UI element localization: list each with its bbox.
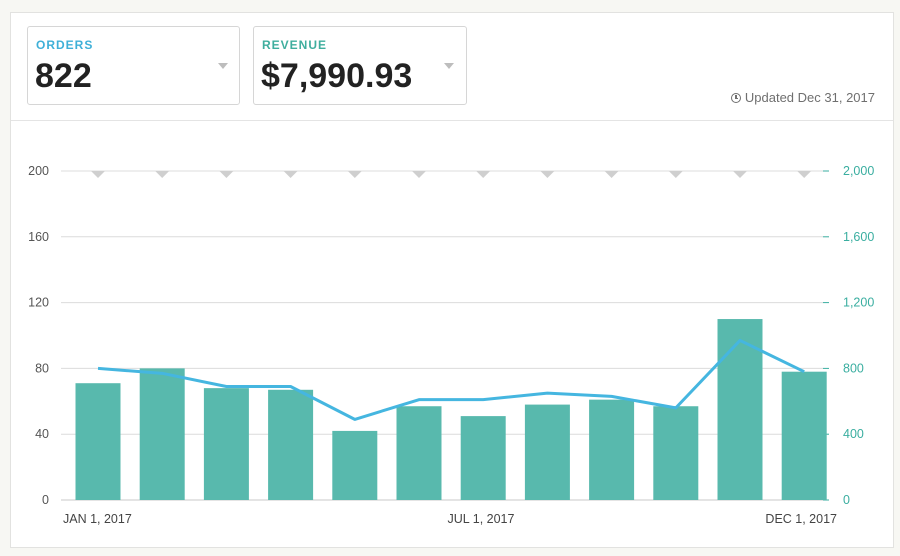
x-tick-label: DEC 1, 2017 [765, 512, 837, 526]
revenue-line [97, 338, 805, 421]
y-left-tick-label: 0 [42, 493, 49, 507]
revenue-label: REVENUE [262, 38, 328, 52]
orders-label: ORDERS [36, 38, 94, 52]
bar [460, 416, 506, 500]
y-right-tick-label: 1,600 [843, 230, 874, 244]
bar [139, 368, 185, 500]
bar [75, 383, 121, 500]
period-marker [283, 171, 298, 178]
period-marker [797, 171, 812, 178]
period-marker [733, 171, 747, 178]
period-marker [668, 171, 683, 178]
y-left-tick-label: 200 [28, 164, 49, 178]
period-marker [604, 171, 619, 178]
panel-header: ORDERS 822 REVENUE $7,990.93 Updated Dec… [11, 13, 893, 121]
chevron-down-icon[interactable] [218, 63, 228, 69]
y-left-tick-label: 80 [35, 361, 49, 375]
bar [717, 319, 763, 500]
bar [203, 388, 249, 500]
period-marker [412, 171, 426, 178]
period-marker [347, 171, 362, 178]
period-marker [91, 171, 105, 178]
y-right-tick-label: 800 [843, 361, 864, 375]
period-marker [476, 171, 491, 178]
bar [268, 389, 314, 500]
y-right-tick-label: 1,200 [843, 296, 874, 310]
y-left-tick-label: 40 [35, 427, 49, 441]
bar [524, 404, 570, 500]
x-tick-label: JUL 1, 2017 [448, 512, 515, 526]
revenue-value: $7,990.93 [261, 57, 413, 95]
report-panel: ORDERS 822 REVENUE $7,990.93 Updated Dec… [10, 12, 894, 548]
clock-icon [730, 93, 741, 103]
y-right-tick-label: 400 [843, 427, 864, 441]
period-marker [540, 171, 555, 178]
orders-metric-card[interactable]: ORDERS 822 [27, 26, 240, 105]
updated-text: Updated Dec 31, 2017 [744, 90, 875, 105]
x-tick-label: JAN 1, 2017 [63, 512, 132, 526]
bar [781, 371, 827, 500]
bar [589, 399, 635, 500]
bar [332, 430, 378, 500]
y-left-tick-label: 160 [28, 230, 49, 244]
updated-status: Updated Dec 31, 2017 [730, 90, 875, 105]
bar [396, 406, 442, 500]
y-right-tick-label: 2,000 [843, 164, 874, 178]
y-left-tick-label: 120 [28, 296, 49, 310]
chevron-down-icon[interactable] [444, 63, 454, 69]
bar [653, 406, 699, 500]
period-marker [219, 171, 234, 178]
revenue-metric-card[interactable]: REVENUE $7,990.93 [253, 26, 467, 105]
y-right-tick-label: 0 [843, 493, 850, 507]
orders-value: 822 [35, 57, 92, 95]
period-marker [155, 171, 170, 178]
